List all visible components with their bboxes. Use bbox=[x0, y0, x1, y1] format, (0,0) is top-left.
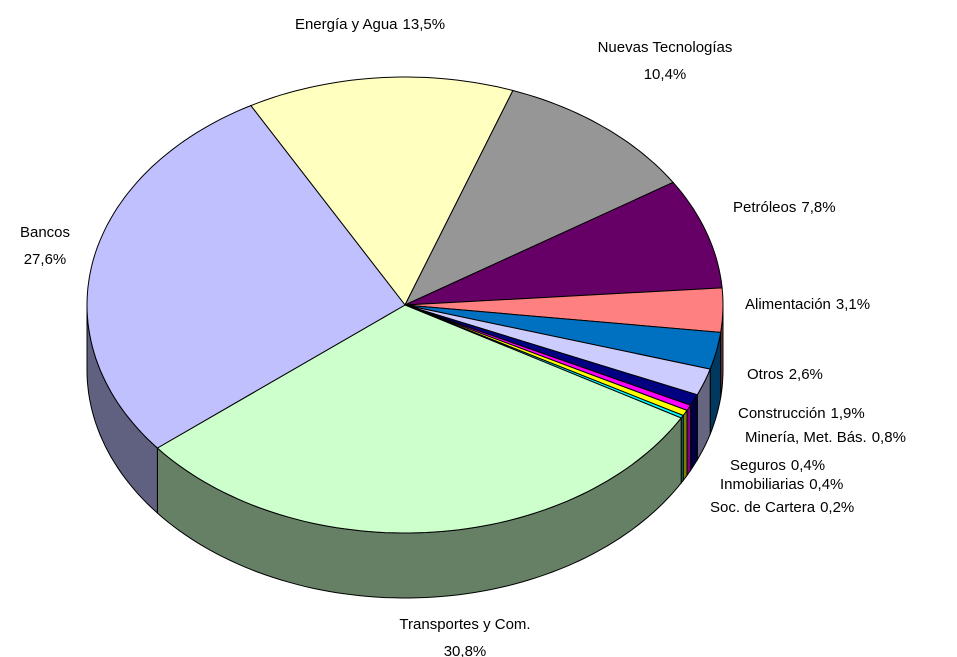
slice-label: Transportes y Com. 30,8% bbox=[399, 616, 530, 657]
category-label: Energía y Agua bbox=[295, 16, 398, 33]
category-label: Petróleos bbox=[733, 199, 796, 216]
slice bbox=[403, 89, 674, 307]
category-label: Alimentación bbox=[745, 296, 831, 313]
slice-label: Energía y Agua 13,5% bbox=[295, 16, 445, 33]
category-label: Nuevas Tecnologías bbox=[598, 39, 733, 56]
value-label: 3,1% bbox=[836, 296, 870, 313]
slice bbox=[249, 76, 514, 306]
slice-side bbox=[682, 408, 688, 483]
category-label: Soc. de Cartera bbox=[710, 499, 816, 516]
category-label: Otros bbox=[747, 366, 784, 383]
category-label: Construcción bbox=[738, 405, 826, 422]
slice-label: Seguros 0,4% bbox=[730, 457, 825, 474]
value-label: 10,4% bbox=[644, 66, 687, 83]
value-label: 2,6% bbox=[789, 366, 823, 383]
slice-label: Petróleos 7,8% bbox=[733, 199, 836, 216]
value-label: 0,4% bbox=[809, 476, 843, 493]
value-label: 0,2% bbox=[820, 499, 854, 516]
slice-label: Bancos 27,6% bbox=[20, 224, 70, 268]
value-label: 1,9% bbox=[831, 405, 865, 422]
slice-side bbox=[686, 403, 692, 478]
slice bbox=[404, 181, 723, 306]
slice bbox=[404, 304, 711, 396]
value-label: 30,8% bbox=[444, 643, 487, 657]
slice-label: Nuevas Tecnologías 10,4% bbox=[598, 39, 733, 83]
category-label: Inmobiliarias bbox=[720, 476, 804, 493]
slice-side bbox=[690, 393, 698, 472]
value-label: 7,8% bbox=[801, 199, 835, 216]
slice-label: Minería, Met. Bás. 0,8% bbox=[745, 429, 906, 446]
slice bbox=[86, 104, 406, 449]
value-label: 13,5% bbox=[403, 16, 446, 33]
slice bbox=[404, 287, 724, 333]
value-label: 0,4% bbox=[791, 457, 825, 474]
slice bbox=[156, 304, 683, 534]
slice-label: Alimentación 3,1% bbox=[745, 296, 870, 313]
category-label: Bancos bbox=[20, 224, 70, 241]
category-label: Transportes y Com. bbox=[399, 616, 530, 633]
category-label: Minería, Met. Bás. bbox=[745, 429, 867, 446]
slice-label: Inmobiliarias 0,4% bbox=[720, 476, 843, 493]
value-label: 27,6% bbox=[24, 251, 67, 268]
category-label: Seguros bbox=[730, 457, 786, 474]
value-label: 0,8% bbox=[872, 429, 906, 446]
slice bbox=[404, 304, 722, 370]
slice-label: Otros 2,6% bbox=[747, 366, 823, 383]
slice-label: Soc. de Cartera 0,2% bbox=[710, 499, 854, 516]
slice-label: Construcción 1,9% bbox=[738, 405, 865, 422]
